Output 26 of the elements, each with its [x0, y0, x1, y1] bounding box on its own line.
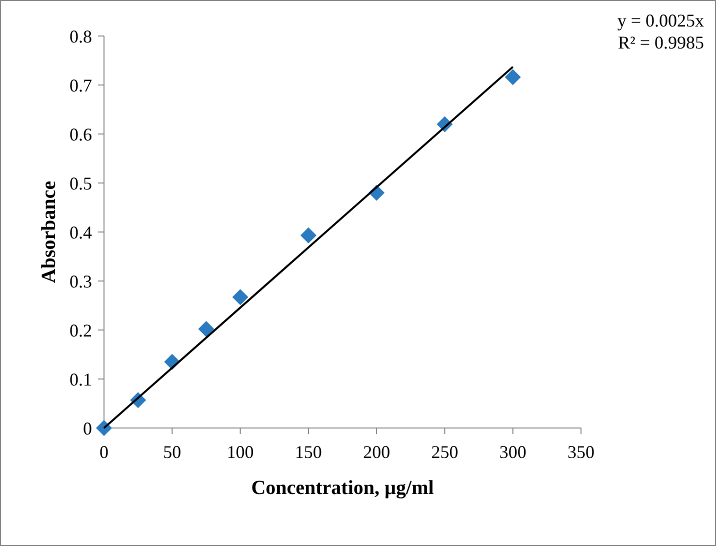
y-tick-label: 0.6: [70, 124, 92, 144]
point: [300, 227, 316, 244]
x-tick-label: 100: [226, 442, 254, 462]
y-tick-label: 0: [83, 418, 92, 438]
point: [232, 289, 248, 306]
y-axis-title: Absorbance: [38, 180, 60, 284]
y-tick-label: 0.1: [70, 369, 92, 390]
x-tick-label: 150: [294, 442, 322, 462]
y-tick-label: 0.7: [70, 75, 92, 96]
x-tick-label: 300: [499, 442, 526, 462]
point: [504, 69, 521, 86]
y-tick-label: 0.8: [70, 26, 92, 46]
y-tick-label: 0.4: [70, 222, 92, 242]
y-tick-label: 0.5: [70, 173, 92, 194]
text: y = 0.0025x: [617, 10, 704, 30]
text: R² = 0.9985: [618, 32, 704, 52]
y-tick-label: 0.3: [70, 271, 92, 292]
x-tick-label: 250: [431, 442, 458, 462]
x-tick-label: 0: [100, 442, 108, 462]
x-axis-title: Concentration, µg/ml: [251, 477, 434, 499]
x-tick-label: 50: [163, 442, 182, 462]
y-tick-label: 0.2: [70, 320, 92, 340]
point: [198, 321, 214, 338]
x-tick-label: 350: [568, 442, 594, 462]
x-tick-label: 200: [363, 442, 390, 462]
point: [96, 420, 112, 436]
